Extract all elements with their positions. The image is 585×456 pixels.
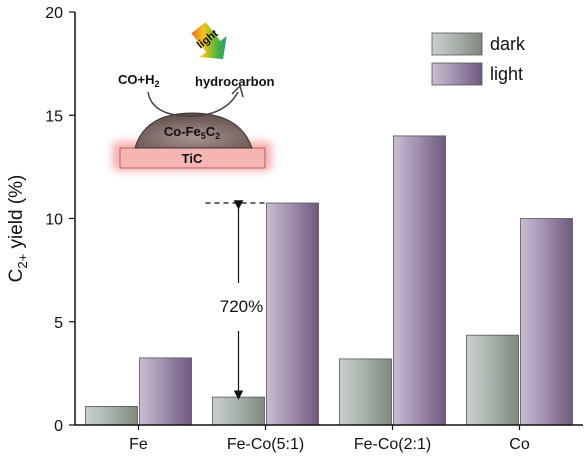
catalyst-particle (134, 112, 253, 149)
annotation-label: 720% (220, 297, 263, 316)
reactant-label: CO+H2 (118, 72, 160, 89)
light-arrow: light (191, 22, 227, 60)
bars-group (85, 135, 573, 426)
bar-dark-fe-co-5-1 (212, 396, 265, 426)
legend-label-light: light (490, 64, 523, 84)
support-label: TiC (182, 151, 203, 166)
product-label: hydrocarbon (195, 74, 275, 89)
legend-swatch-dark (431, 32, 483, 56)
x-tick-label-co: Co (509, 436, 530, 453)
bar-dark-co (466, 334, 519, 426)
x-tick-label-fe-co-2-1: Fe-Co(2:1) (354, 436, 431, 453)
y-tick-label-15: 15 (45, 108, 63, 125)
axes-group: Fe Fe-Co(5:1) Fe-Co(2:1) Co 0 5 10 15 20 C2+ yiel… (6, 5, 583, 453)
bar-light-fe-co-2-1 (393, 135, 446, 426)
bar-dark-fe (85, 406, 138, 426)
bar-light-co (520, 218, 573, 426)
annotation-group: 720% (205, 200, 267, 400)
x-tick-label-fe-co-5-1: Fe-Co(5:1) (227, 436, 304, 453)
reaction-arrow (147, 91, 239, 117)
y-axis-title: C2+ yield (%) (6, 175, 30, 283)
x-tick-label-fe: Fe (129, 436, 148, 453)
legend-swatch-light (431, 62, 483, 86)
y-tick-label-20: 20 (45, 5, 63, 22)
bar-light-fe (139, 357, 192, 426)
reaction-arrowhead (231, 84, 244, 98)
catalyst-label: Co-Fe5C2 (164, 124, 220, 141)
y-tick-label-10: 10 (45, 212, 63, 229)
legend-label-dark: dark (490, 34, 526, 54)
y-tick-label-0: 0 (54, 418, 63, 435)
legend: dark light (431, 32, 526, 86)
bar-dark-fe-co-2-1 (339, 358, 392, 426)
y-tick-label-5: 5 (54, 315, 63, 332)
catalyst-schematic: TiC Co-Fe5C2 CO+H2 hydrocarbon light (112, 22, 275, 171)
bar-light-fe-co-5-1 (266, 202, 319, 426)
